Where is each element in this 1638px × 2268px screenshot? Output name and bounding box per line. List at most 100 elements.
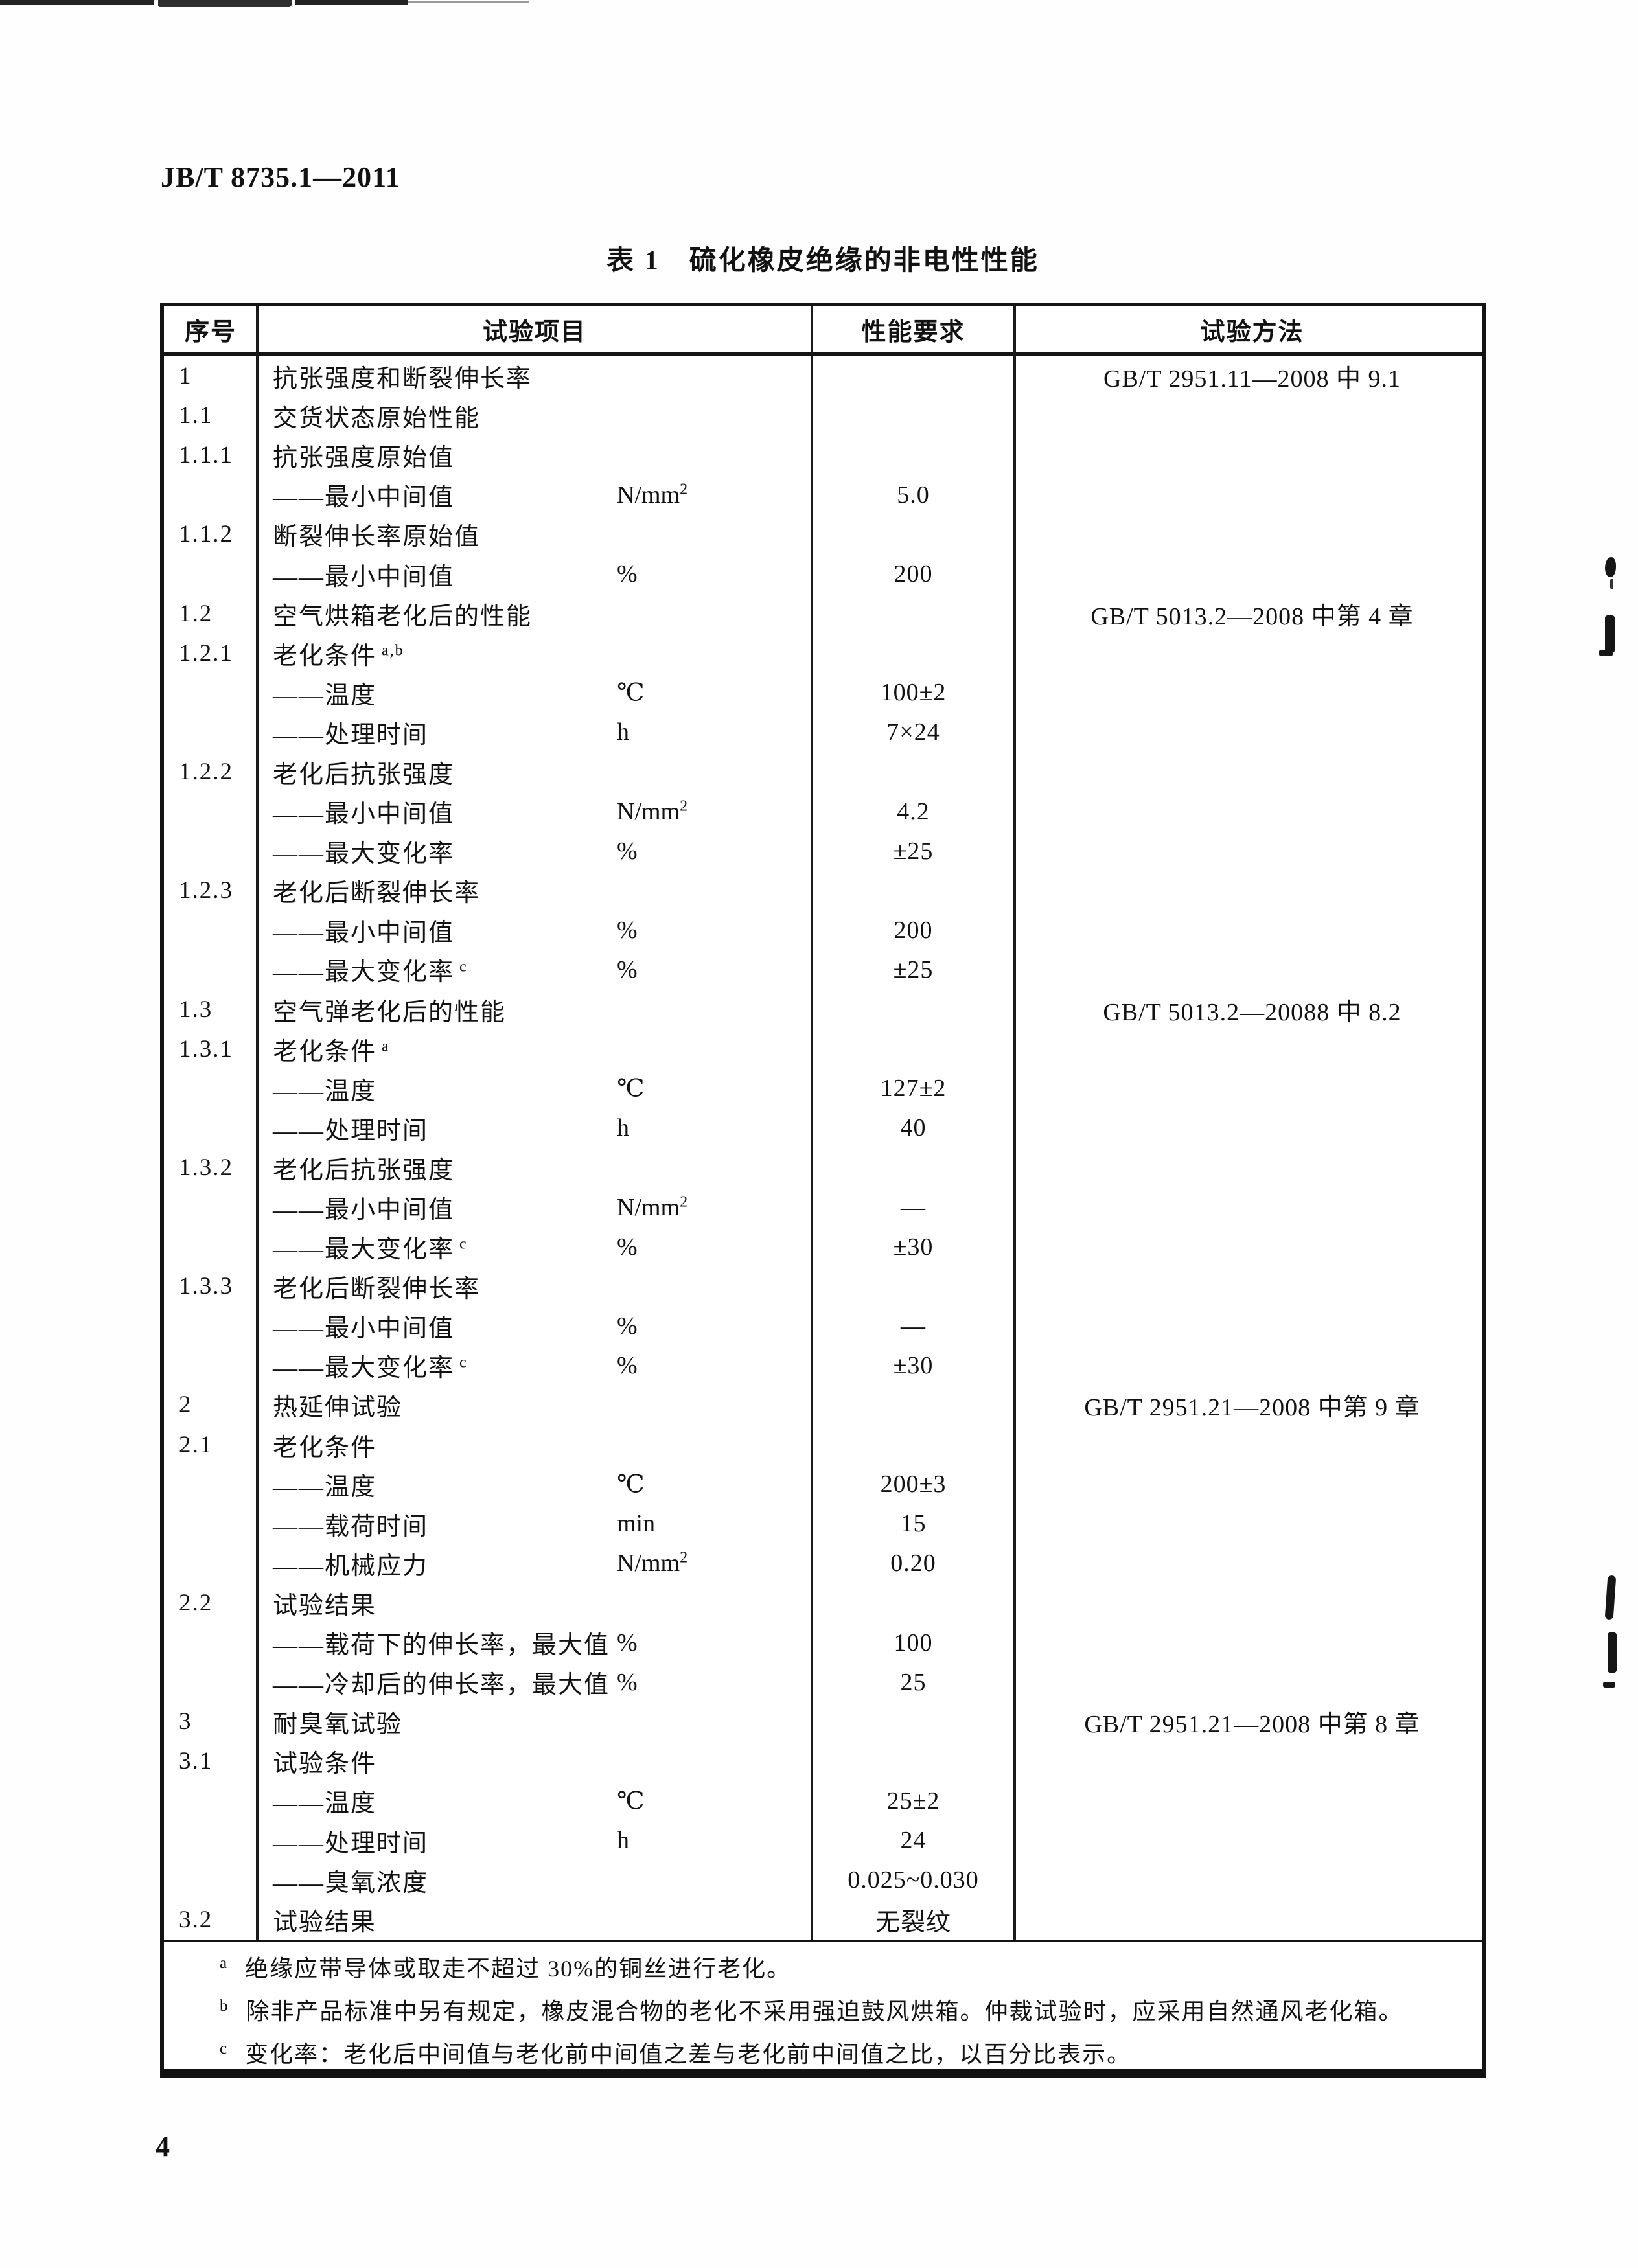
table-row: 1.2 空气烘箱老化后的性能 GB/T 5013.2—2008 中第 4 章	[164, 594, 1482, 634]
row-item-label: 老化后抗张强度	[273, 761, 455, 788]
row-number: 1.3.3	[179, 1273, 233, 1300]
row-item-label: ——最大变化率 c	[273, 1235, 468, 1264]
row-item-label: 耐臭氧试验	[273, 1711, 403, 1739]
row-value: —	[901, 1193, 926, 1221]
row-item-label: ——最大变化率 c	[273, 958, 468, 987]
row-item: ——温度 ℃	[257, 1467, 812, 1502]
row-item: 老化条件 a	[257, 1031, 812, 1067]
row-item-label: 试验条件	[273, 1750, 377, 1778]
row-value: 0.20	[890, 1550, 936, 1577]
row-item: 老化后抗张强度	[257, 1150, 812, 1186]
scan-artifact-top-bar	[408, 1, 529, 3]
row-item: 老化条件	[257, 1427, 812, 1463]
table-row: ——温度 ℃ 200±3	[164, 1465, 1482, 1504]
row-value: 127±2	[880, 1075, 947, 1103]
row-item: ——最大变化率 c%	[257, 1347, 812, 1383]
table-row: ——最小中间值 N/mm2 4.2	[164, 792, 1482, 831]
row-item: ——最小中间值%	[257, 1308, 812, 1344]
row-unit: N/mm2	[617, 797, 688, 825]
header-separator	[164, 352, 1482, 356]
row-item-label: 老化后抗张强度	[273, 1156, 455, 1184]
column-divider	[811, 306, 813, 1940]
row-item: ——处理时间 h	[257, 1110, 812, 1146]
row-item: ——机械应力 N/mm2	[257, 1546, 812, 1581]
row-unit: %	[617, 1629, 638, 1656]
row-item-label: 抗张强度和断裂伸长率	[273, 365, 533, 393]
row-item: ——温度 ℃	[257, 675, 812, 711]
footnote-text: 除非产品标准中另有规定，橡皮混合物的老化不采用强迫鼓风烘箱。仲裁试验时，应采用自…	[246, 1999, 1403, 2024]
table-row: ——最大变化率 c% ±30	[164, 1227, 1482, 1266]
row-item-label: 交货状态原始性能	[273, 405, 481, 433]
table-row: ——最小中间值 N/mm2 5.0	[164, 475, 1482, 514]
row-item-label: ——温度	[273, 1077, 377, 1105]
column-divider	[1013, 306, 1016, 1940]
row-item-label: ——最小中间值	[273, 1197, 455, 1224]
row-unit: %	[617, 1668, 638, 1696]
row-value: —	[901, 1312, 926, 1340]
row-item-label: ——最小中间值	[273, 801, 455, 829]
table-row: 2.2 试验结果	[164, 1583, 1482, 1623]
table-body: 1 抗张强度和断裂伸长率 GB/T 2951.11—2008 中 9.1 1.1 交货状…	[164, 356, 1482, 1940]
unit-exponent: 2	[680, 481, 688, 498]
row-number: 1.2.2	[179, 758, 233, 785]
table-row: 1.3.3 老化后断裂伸长率	[164, 1266, 1482, 1306]
table-row: ——温度 ℃ 100±2	[164, 673, 1482, 713]
row-item: ——处理时间 h	[257, 1823, 812, 1859]
row-unit: ℃	[617, 1471, 645, 1498]
row-item-label: ——冷却后的伸长率，最大值	[273, 1671, 610, 1699]
row-number: 1.1.1	[179, 442, 233, 469]
unit-exponent: 2	[680, 797, 688, 814]
row-unit: %	[617, 560, 638, 588]
row-number: 2	[179, 1392, 192, 1419]
row-item: 热延伸试验	[257, 1387, 812, 1423]
row-number: 1.2.3	[179, 877, 233, 904]
row-item: 老化后断裂伸长率	[257, 873, 812, 908]
scan-artifact-top-bar	[295, 0, 408, 5]
row-value: 100±2	[880, 679, 947, 707]
row-value: 0.025~0.030	[848, 1866, 979, 1894]
row-item: ——温度 ℃	[257, 1071, 812, 1106]
row-unit: %	[617, 1351, 638, 1379]
column-header-requirement: 性能要求	[861, 318, 965, 346]
column-divider	[256, 306, 259, 1940]
row-number: 1.3.2	[179, 1154, 233, 1181]
footnote-text: 绝缘应带导体或取走不超过 30%的铜丝进行老化。	[245, 1956, 792, 1982]
table-row: 2.1 老化条件	[164, 1425, 1482, 1465]
column-header-method: 试验方法	[1200, 318, 1304, 346]
row-unit: N/mm2	[617, 481, 688, 509]
row-number: 1.3	[179, 996, 213, 1023]
row-item: 交货状态原始性能	[257, 398, 812, 433]
row-value: ±30	[893, 1351, 934, 1379]
row-unit: N/mm2	[617, 1193, 688, 1221]
row-item-label: 断裂伸长率原始值	[273, 523, 481, 551]
row-item-label: 老化条件 a	[273, 1037, 390, 1066]
row-item: ——最大变化率%	[257, 833, 812, 869]
scan-artifact-margin-mark	[1604, 1575, 1617, 1620]
row-unit: h	[617, 1114, 629, 1142]
row-item: ——载荷时间 min	[257, 1506, 812, 1542]
row-unit: %	[617, 837, 638, 865]
table-row: 3 耐臭氧试验 GB/T 2951.21—2008 中第 8 章	[164, 1702, 1482, 1741]
table-header-row: 序号 试验项目 性能要求 试验方法	[164, 306, 1482, 352]
row-item-label: 老化条件	[273, 1434, 377, 1461]
row-item: 抗张强度和断裂伸长率	[257, 358, 812, 394]
footnote-reference: c	[454, 1235, 468, 1253]
row-unit: ℃	[617, 1075, 645, 1103]
row-unit: %	[617, 956, 638, 983]
table-row: ——温度 ℃ 25±2	[164, 1781, 1482, 1820]
row-item: ——最小中间值%	[257, 556, 812, 592]
row-value: ±30	[893, 1233, 934, 1261]
row-number: 1.3.1	[179, 1035, 233, 1062]
table-row: ——最小中间值% 200	[164, 554, 1482, 593]
table-row: 1 抗张强度和断裂伸长率 GB/T 2951.11—2008 中 9.1	[164, 356, 1482, 396]
row-item: ——臭氧浓度	[257, 1862, 812, 1898]
row-number: 1.2.1	[179, 639, 233, 667]
table-row: ——冷却后的伸长率，最大值% 25	[164, 1662, 1482, 1702]
row-item: ——最小中间值 N/mm2	[257, 794, 812, 829]
row-number: 1.1.2	[179, 521, 233, 548]
table-row: ——最小中间值% 200	[164, 910, 1482, 950]
row-item: 试验结果	[257, 1902, 812, 1938]
row-item: 抗张强度原始值	[257, 437, 812, 473]
table-row: ——温度 ℃ 127±2	[164, 1069, 1482, 1108]
table-row: 1.3.1 老化条件 a	[164, 1029, 1482, 1069]
